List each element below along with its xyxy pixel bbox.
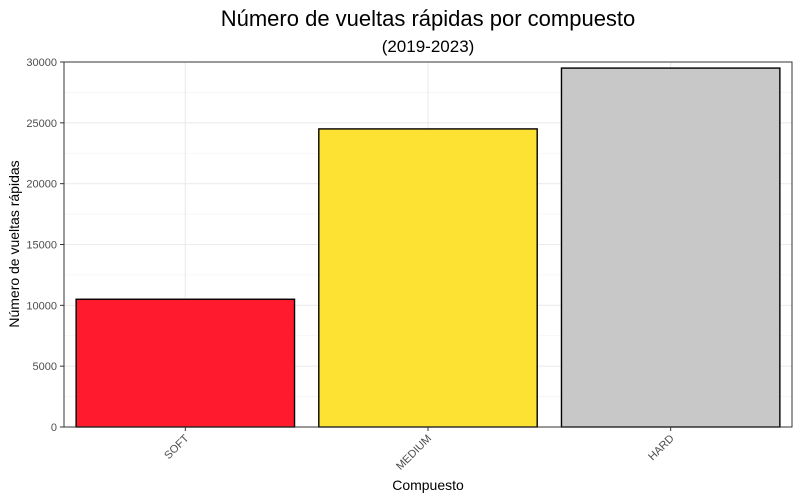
y-tick-label: 20000: [26, 179, 57, 191]
bar-medium: [318, 128, 538, 428]
x-axis-title: Compuesto: [392, 477, 464, 493]
y-axis: 0 5000 10000 15000 20000 25000 30000: [26, 57, 64, 434]
y-tick-label: 15000: [26, 240, 57, 252]
x-axis: SOFT MEDIUM HARD: [162, 427, 677, 473]
x-tick-label-soft: SOFT: [162, 432, 191, 461]
bars: [75, 67, 781, 428]
chart-title: Número de vueltas rápidas por compuesto: [221, 6, 636, 31]
y-tick-label: 0: [51, 422, 57, 434]
y-tick-label: 10000: [26, 300, 57, 312]
y-axis-title: Número de vueltas rápidas: [6, 160, 22, 327]
x-tick-label-hard: HARD: [646, 433, 677, 464]
y-tick-label: 25000: [26, 118, 57, 130]
y-tick-label: 5000: [33, 361, 57, 373]
y-tick-label: 30000: [26, 57, 57, 69]
x-tick-label-medium: MEDIUM: [394, 433, 434, 473]
chart-subtitle: (2019-2023): [382, 37, 475, 56]
bar-soft: [75, 298, 296, 428]
bar-hard: [560, 67, 781, 428]
